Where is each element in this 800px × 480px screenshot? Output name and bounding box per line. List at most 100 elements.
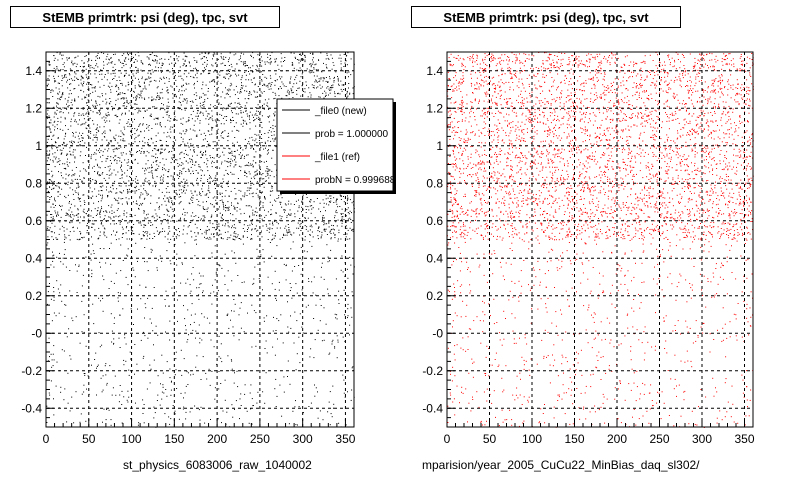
data-point	[206, 163, 208, 165]
data-point	[121, 97, 123, 99]
data-point	[118, 93, 119, 95]
data-point	[269, 55, 271, 56]
data-point	[82, 237, 84, 239]
data-point	[240, 405, 242, 406]
data-point	[172, 405, 174, 406]
data-point	[56, 124, 58, 126]
data-point	[94, 73, 96, 75]
data-point	[196, 194, 198, 196]
data-point	[168, 169, 170, 171]
data-point	[298, 199, 299, 201]
data-point	[216, 234, 218, 236]
data-point	[161, 92, 163, 94]
data-point	[127, 284, 129, 286]
data-point	[174, 413, 176, 415]
data-point	[227, 270, 229, 272]
data-point	[82, 77, 84, 79]
data-point	[204, 99, 206, 101]
data-point	[56, 107, 58, 109]
data-point	[190, 143, 192, 145]
data-point	[46, 244, 48, 246]
data-point	[207, 196, 209, 198]
data-point	[170, 56, 172, 58]
data-point	[100, 223, 102, 225]
data-point	[221, 161, 223, 163]
data-point	[151, 155, 153, 157]
data-point	[186, 83, 188, 85]
data-point	[200, 229, 201, 230]
data-point	[267, 56, 269, 58]
data-point	[152, 215, 154, 217]
data-point	[70, 102, 72, 103]
data-point	[244, 384, 246, 386]
data-point	[221, 163, 222, 165]
data-point	[56, 102, 57, 104]
data-point	[319, 80, 321, 82]
data-point	[264, 143, 266, 144]
data-point	[301, 221, 303, 223]
data-point	[218, 120, 220, 122]
data-point	[60, 108, 62, 110]
data-point	[259, 61, 261, 63]
data-point	[346, 54, 348, 56]
data-point	[155, 168, 157, 170]
data-point	[269, 175, 271, 177]
data-point	[228, 90, 230, 92]
data-point	[257, 54, 259, 56]
data-point	[67, 194, 69, 196]
data-point	[106, 384, 108, 386]
data-point	[233, 232, 235, 234]
data-point	[261, 60, 263, 62]
data-point	[260, 146, 262, 148]
data-point	[242, 243, 244, 245]
data-point	[110, 89, 112, 91]
data-point	[315, 69, 317, 71]
data-point	[127, 192, 129, 194]
data-point	[46, 85, 48, 86]
data-point	[279, 86, 281, 88]
data-point	[84, 202, 86, 203]
data-point	[184, 318, 186, 320]
data-point	[136, 103, 138, 105]
data-point	[192, 164, 194, 165]
data-point	[330, 233, 332, 234]
data-point	[285, 95, 287, 97]
data-point	[96, 137, 98, 139]
data-point	[150, 248, 152, 250]
data-point	[281, 216, 283, 218]
data-point	[267, 140, 269, 142]
data-point	[236, 207, 238, 208]
data-point	[52, 174, 54, 176]
data-point	[129, 153, 131, 155]
data-point	[223, 59, 225, 60]
data-point	[202, 191, 204, 193]
data-point	[71, 99, 73, 101]
data-point	[349, 199, 351, 201]
data-point	[50, 90, 52, 92]
data-point	[171, 62, 173, 64]
data-point	[161, 221, 163, 223]
data-point	[157, 168, 159, 170]
data-point	[325, 80, 327, 82]
data-point	[156, 202, 158, 204]
data-point	[111, 85, 113, 87]
data-point	[243, 53, 245, 55]
data-point	[153, 359, 155, 361]
data-point	[138, 78, 139, 80]
data-point	[172, 93, 174, 95]
data-point	[329, 92, 331, 94]
data-point	[63, 241, 65, 243]
data-point	[92, 195, 94, 197]
data-point	[213, 52, 215, 54]
data-point	[275, 297, 277, 299]
data-point	[232, 238, 234, 240]
data-point	[231, 280, 233, 282]
data-point	[213, 346, 215, 348]
data-point	[99, 151, 101, 153]
data-point	[159, 231, 161, 233]
data-point	[254, 171, 256, 173]
data-point	[212, 180, 214, 182]
data-point	[111, 341, 113, 343]
left-scatter-plot: 0 50 100 150 200 250 300 350-0.4-0.2-00.20.40.6…	[21, 51, 396, 446]
data-point	[309, 52, 311, 54]
